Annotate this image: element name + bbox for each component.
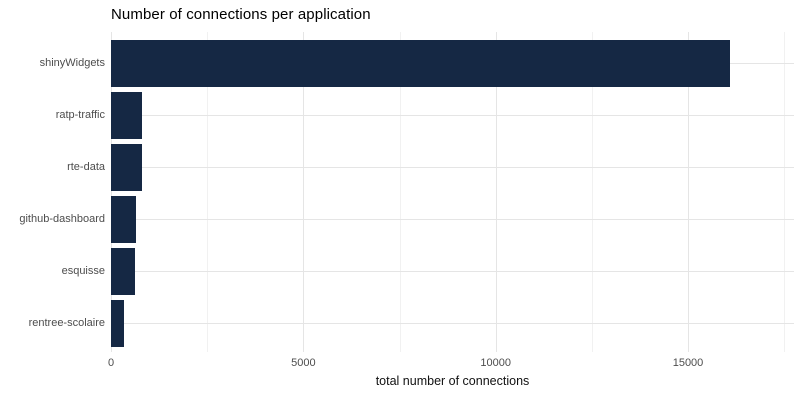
y-tick-label: ratp-traffic	[55, 109, 105, 121]
gridline-major-horizontal	[111, 167, 794, 168]
bar-shinyWidgets	[111, 39, 731, 87]
gridline-major-vertical	[688, 32, 689, 352]
gridline-major-horizontal	[111, 323, 794, 324]
gridline-major-vertical	[303, 32, 305, 352]
bar-github-dashboard	[111, 195, 137, 243]
gridline-major-horizontal	[111, 219, 794, 220]
bar-ratp-traffic	[111, 91, 143, 139]
gridline-major-horizontal	[111, 271, 794, 272]
gridline-minor-vertical	[591, 32, 593, 352]
chart-title: Number of connections per application	[111, 6, 371, 23]
gridline-major-horizontal	[111, 115, 794, 116]
gridline-minor-vertical	[207, 32, 209, 352]
x-tick-label: 15000	[672, 357, 704, 369]
x-axis-title: total number of connections	[375, 374, 530, 388]
x-tick-label: 10000	[480, 357, 511, 369]
gridline-major-vertical	[495, 32, 497, 352]
bar-rte-data	[111, 143, 142, 191]
y-tick-label: github-dashboard	[19, 213, 105, 225]
x-tick-label: 0	[107, 357, 115, 369]
bar-esquisse	[111, 247, 136, 295]
y-tick-label: shinyWidgets	[39, 57, 105, 69]
plot-panel	[111, 32, 794, 352]
y-tick-label: esquisse	[61, 265, 105, 277]
y-tick-label: rentree-scolaire	[28, 317, 105, 329]
gridline-minor-vertical	[784, 32, 786, 352]
gridline-minor-vertical	[399, 32, 401, 352]
x-tick-label: 5000	[291, 357, 316, 369]
gridline-major-vertical	[111, 32, 112, 352]
bar-rentree-scolaire	[111, 299, 125, 347]
y-tick-label: rte-data	[67, 161, 105, 173]
